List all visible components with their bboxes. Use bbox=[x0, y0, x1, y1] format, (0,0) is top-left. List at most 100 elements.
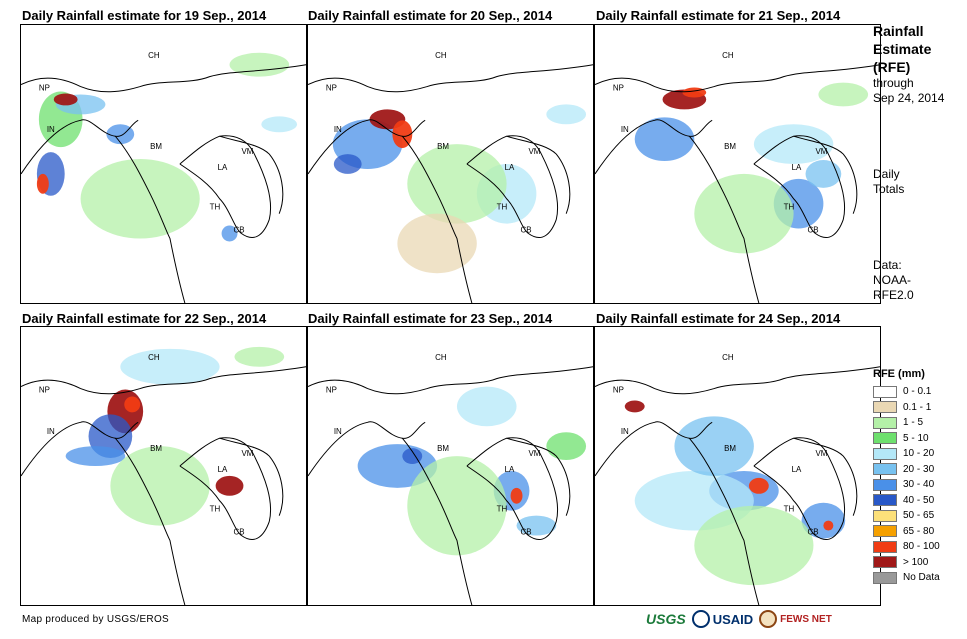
country-border bbox=[308, 119, 426, 175]
country-border bbox=[506, 135, 571, 214]
country-border bbox=[793, 437, 858, 516]
country-border bbox=[308, 421, 426, 477]
rainfall-area bbox=[748, 477, 769, 494]
country-label-la: LA bbox=[218, 465, 228, 474]
map-panel-23: CH NP IN BM LA VM TH CB bbox=[307, 326, 594, 606]
country-label-in: IN bbox=[621, 125, 629, 134]
country-label-vm: VM bbox=[241, 147, 253, 156]
country-label-cb: CB bbox=[521, 226, 532, 235]
map-panel-20: CH NP IN BM LA VM TH CB bbox=[307, 24, 594, 304]
panel-title-24: Daily Rainfall estimate for 24 Sep., 201… bbox=[596, 311, 841, 326]
panel-title-20: Daily Rainfall estimate for 20 Sep., 201… bbox=[308, 8, 553, 23]
country-label-cb: CB bbox=[808, 226, 819, 235]
country-label-la: LA bbox=[505, 163, 515, 172]
country-border bbox=[21, 421, 139, 477]
legend-rows: 0 - 0.1 0.1 - 1 1 - 5 5 - 10 10 - 20 20 - 30 3… bbox=[873, 384, 940, 586]
rainfall-area bbox=[694, 173, 794, 254]
country-label-th: TH bbox=[784, 505, 795, 514]
country-label-ch: CH bbox=[722, 353, 734, 362]
country-label-bm: BM bbox=[724, 142, 736, 151]
rainfall-area bbox=[106, 124, 135, 145]
map-panel-19: CH NP IN BM LA VM TH CB bbox=[20, 24, 307, 304]
legend-item: 20 - 30 bbox=[873, 462, 940, 478]
country-border bbox=[753, 135, 846, 220]
side-title: Rainfall Estimate (RFE) through Sep 24, … bbox=[873, 22, 944, 106]
country-border bbox=[21, 119, 139, 175]
panel-title-22: Daily Rainfall estimate for 22 Sep., 201… bbox=[22, 311, 267, 326]
country-border bbox=[688, 437, 760, 605]
side-date: Sep 24, 2014 bbox=[873, 91, 945, 105]
country-border bbox=[595, 421, 713, 477]
country-label-cb: CB bbox=[808, 528, 819, 537]
panel-title-19: Daily Rainfall estimate for 19 Sep., 201… bbox=[22, 8, 267, 23]
country-label-vm: VM bbox=[815, 147, 827, 156]
side-title-line1: Rainfall bbox=[873, 23, 924, 39]
rainfall-area bbox=[221, 225, 238, 242]
country-border bbox=[793, 135, 858, 214]
legend-swatch bbox=[873, 478, 897, 491]
usgs-logo: USGS bbox=[646, 611, 686, 627]
rainfall-map: CH NP IN BM LA VM TH CB bbox=[308, 353, 593, 605]
country-border bbox=[595, 366, 880, 395]
legend-label: 0 - 0.1 bbox=[903, 386, 932, 398]
map-panel-24: CH NP IN BM LA VM TH CB bbox=[594, 326, 881, 606]
rainfall-area bbox=[261, 116, 298, 133]
legend-label: No Data bbox=[903, 572, 940, 584]
side-daily-totals: Daily Totals bbox=[873, 167, 904, 197]
legend-label: 0.1 - 1 bbox=[903, 401, 932, 413]
legend: RFE (mm) 0 - 0.1 0.1 - 1 1 - 5 5 - 10 10 - 2… bbox=[873, 368, 940, 586]
country-border bbox=[466, 135, 559, 220]
rainfall-area bbox=[516, 515, 557, 536]
legend-item: 65 - 80 bbox=[873, 524, 940, 540]
usaid-seal-icon bbox=[691, 610, 710, 628]
country-border bbox=[179, 135, 272, 220]
country-border bbox=[114, 135, 186, 303]
rainfall-area bbox=[333, 154, 362, 174]
country-label-ch: CH bbox=[148, 51, 160, 60]
rainfall-area bbox=[510, 487, 523, 504]
usaid-logo-text: USAID bbox=[712, 611, 754, 627]
legend-item: 50 - 65 bbox=[873, 508, 940, 524]
legend-swatch bbox=[873, 494, 897, 507]
country-label-np: NP bbox=[613, 84, 624, 93]
fews-globe-icon bbox=[759, 610, 778, 628]
map-credit: Map produced by USGS/EROS bbox=[22, 614, 170, 625]
country-border bbox=[506, 437, 571, 516]
country-label-th: TH bbox=[497, 505, 508, 514]
legend-swatch bbox=[873, 447, 897, 460]
country-border bbox=[401, 135, 473, 303]
rainfall-area bbox=[234, 346, 285, 367]
legend-item: 0 - 0.1 bbox=[873, 384, 940, 400]
legend-item: 1 - 5 bbox=[873, 415, 940, 431]
legend-item: 5 - 10 bbox=[873, 431, 940, 447]
rainfall-map: CH NP IN BM LA VM TH CB bbox=[21, 346, 306, 605]
country-label-vm: VM bbox=[815, 449, 827, 458]
legend-swatch bbox=[873, 416, 897, 429]
legend-swatch bbox=[873, 509, 897, 522]
rainfall-area bbox=[694, 505, 814, 586]
country-label-np: NP bbox=[39, 84, 50, 93]
legend-swatch bbox=[873, 463, 897, 476]
country-label-ch: CH bbox=[722, 51, 734, 60]
country-border bbox=[219, 135, 284, 214]
legend-swatch bbox=[873, 401, 897, 414]
rainfall-area bbox=[624, 400, 645, 413]
map-panel-21: CH NP IN BM LA VM TH CB bbox=[594, 24, 881, 304]
country-border bbox=[401, 437, 473, 605]
legend-item: 40 - 50 bbox=[873, 493, 940, 509]
legend-item: 80 - 100 bbox=[873, 539, 940, 555]
country-border bbox=[21, 366, 306, 395]
legend-item: 10 - 20 bbox=[873, 446, 940, 462]
legend-label: 80 - 100 bbox=[903, 541, 940, 553]
rainfall-map: CH NP IN BM LA VM TH CB bbox=[595, 353, 880, 605]
rainfall-area bbox=[753, 124, 834, 164]
rainfall-area bbox=[215, 475, 244, 496]
country-label-la: LA bbox=[792, 465, 802, 474]
country-border bbox=[466, 465, 557, 540]
legend-label: 10 - 20 bbox=[903, 448, 935, 460]
panel-title-21: Daily Rainfall estimate for 21 Sep., 201… bbox=[596, 8, 841, 23]
legend-label: > 100 bbox=[903, 556, 929, 568]
rainfall-map: CH NP IN BM LA VM TH CB bbox=[21, 51, 306, 303]
country-label-th: TH bbox=[784, 203, 795, 212]
legend-item: 0.1 - 1 bbox=[873, 400, 940, 416]
